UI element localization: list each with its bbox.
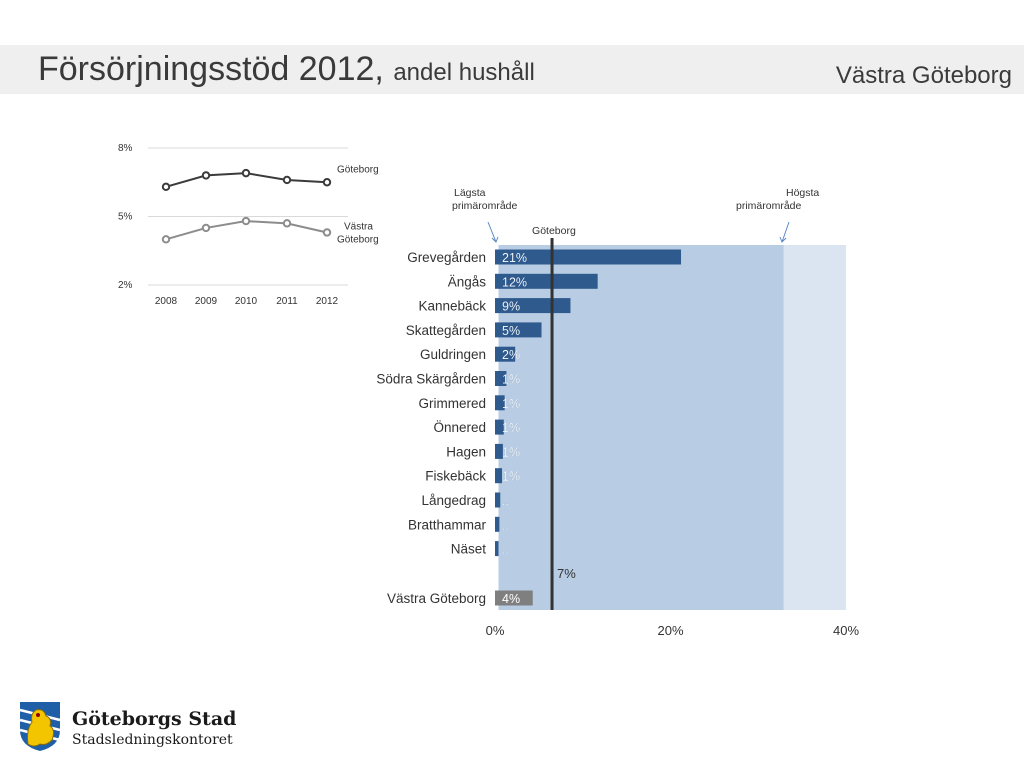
line-point xyxy=(282,175,292,185)
line-point xyxy=(241,168,251,178)
range-low-label: Lägsta xyxy=(454,187,486,199)
line-point xyxy=(282,219,292,228)
bar-category-label: Kannebäck xyxy=(418,299,486,314)
line-chart-xtick-label: 2012 xyxy=(316,296,339,307)
bar-xtick-label: 20% xyxy=(657,623,683,638)
line-chart-xtick-label: 2011 xyxy=(276,296,298,307)
range-low-arrow xyxy=(487,221,499,243)
coat-of-arms-icon xyxy=(19,702,61,751)
bar-xtick-label: 0% xyxy=(486,623,505,638)
bar xyxy=(495,273,598,289)
reference-value-label: 7% xyxy=(557,566,576,581)
bar-value-label: 21% xyxy=(502,251,527,265)
bar-category-label: Grevegården xyxy=(407,250,486,265)
bar-category-label: Södra Skärgården xyxy=(376,372,486,387)
line-point xyxy=(201,171,211,180)
bar-value-label: 9% xyxy=(502,300,520,314)
line-series-label: Göteborg xyxy=(337,164,379,175)
line-point xyxy=(201,223,211,233)
goteborgs-stad-logo: Göteborgs Stad Stadsledningskontoret xyxy=(18,700,248,756)
line-chart-xtick-label: 2009 xyxy=(195,296,218,307)
bar xyxy=(495,322,542,338)
total-category-label: Västra Göteborg xyxy=(387,591,486,606)
line-point xyxy=(161,235,171,244)
bar-value-label: 1% xyxy=(502,397,520,411)
page-title: Försörjningsstöd 2012, andel hushåll xyxy=(38,50,535,89)
bar-value-label: 5% xyxy=(502,324,520,338)
line-chart-ytick-label: 8% xyxy=(118,143,133,154)
bar-category-label: Näset xyxy=(451,542,487,557)
reference-name-label: Göteborg xyxy=(532,225,576,237)
line-chart-xtick-label: 2010 xyxy=(235,296,258,307)
bar-category-label: Bratthammar xyxy=(408,517,487,532)
bar-value-label: 1% xyxy=(502,421,520,435)
bar-category-label: Ängås xyxy=(448,274,487,289)
bar-category-label: Långedrag xyxy=(421,493,486,508)
logo-department: Stadsledningskontoret xyxy=(72,732,233,748)
bar xyxy=(495,419,504,435)
bar-value-label: 1% xyxy=(502,470,520,484)
title-bar xyxy=(0,45,1024,94)
bar xyxy=(495,443,503,459)
bar-value-label: .. xyxy=(502,494,509,508)
line-point xyxy=(322,178,332,187)
bar xyxy=(495,492,501,508)
line-point xyxy=(161,182,171,192)
bar xyxy=(495,249,682,265)
title-text: Försörjningsstöd 2012, xyxy=(38,50,384,88)
region-title: Västra Göteborg xyxy=(835,62,1012,89)
line-point xyxy=(241,216,251,226)
range-low-label: primärområde xyxy=(452,200,518,212)
bar-value-label: 1% xyxy=(502,373,520,387)
line-series-label: Västra xyxy=(344,221,373,232)
bar xyxy=(495,516,500,532)
bar-category-label: Hagen xyxy=(446,444,486,459)
bar-value-label: .. xyxy=(502,543,509,557)
line-chart-ytick-label: 2% xyxy=(118,280,133,291)
line-series-label: Göteborg xyxy=(337,234,379,245)
total-value-label: 4% xyxy=(502,592,520,606)
bar-value-label: .. xyxy=(502,518,509,532)
line-chart-xtick-label: 2008 xyxy=(155,296,178,307)
range-high-label: Högsta xyxy=(786,187,819,199)
bar-category-label: Guldringen xyxy=(420,347,486,362)
bar xyxy=(495,395,505,411)
line-point xyxy=(322,228,332,237)
title-subtitle: andel hushåll xyxy=(393,59,535,86)
bar xyxy=(495,468,503,484)
bar-category-label: Önnered xyxy=(433,420,486,435)
bar-value-label: 1% xyxy=(502,445,520,459)
line-chart-ytick-label: 5% xyxy=(118,212,133,223)
range-outer-area xyxy=(783,245,846,610)
bar xyxy=(495,541,499,557)
bar-xtick-label: 40% xyxy=(833,623,859,638)
total-bar xyxy=(495,590,533,606)
bar xyxy=(495,371,507,386)
range-high-label: primärområde xyxy=(736,200,802,212)
logo-name: Göteborgs Stad xyxy=(72,708,237,730)
range-high-arrow xyxy=(779,221,790,243)
bar-value-label: 2% xyxy=(502,348,520,362)
bar-category-label: Grimmered xyxy=(418,396,486,411)
bar xyxy=(495,346,516,362)
bar-value-label: 12% xyxy=(502,275,527,289)
bar-category-label: Skattegården xyxy=(406,323,486,338)
bar-category-label: Fiskebäck xyxy=(425,469,486,484)
